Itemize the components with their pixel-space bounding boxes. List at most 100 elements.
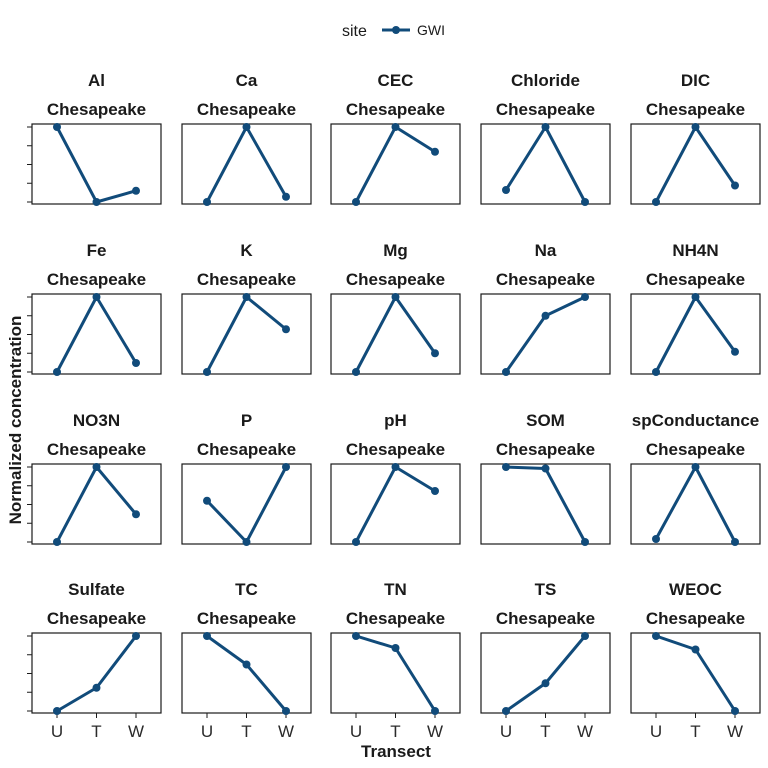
data-point — [731, 707, 739, 715]
x-tick-label: T — [390, 722, 400, 741]
panel-title: Chloride — [511, 71, 580, 90]
data-point — [242, 293, 251, 301]
panel-sulfate: Sulfate Chesapeake U T W — [27, 580, 162, 741]
y-axis-title: Normalized concentration — [6, 316, 25, 525]
panel-al: Al Chesapeake — [27, 71, 162, 206]
x-tick-label: W — [577, 722, 593, 741]
panel-strip-label: Chesapeake — [496, 440, 595, 459]
data-point — [92, 463, 101, 471]
data-point — [691, 463, 700, 471]
panel-title: spConductance — [632, 411, 760, 430]
data-point — [132, 632, 140, 640]
data-point — [652, 632, 660, 640]
panel-chloride: Chloride Chesapeake — [480, 71, 611, 206]
x-tick-label: U — [51, 722, 63, 741]
data-point — [581, 293, 589, 301]
panel-frame — [31, 293, 162, 375]
x-axis-title: Transect — [361, 742, 431, 761]
panel-na: Na Chesapeake — [480, 241, 611, 376]
legend-point-gwi — [392, 26, 400, 34]
data-point — [53, 368, 61, 376]
data-point — [731, 347, 739, 356]
panel-strip-label: Chesapeake — [646, 609, 745, 628]
data-point — [691, 293, 700, 301]
panel-frame — [181, 293, 312, 375]
panel-strip-label: Chesapeake — [496, 609, 595, 628]
data-point — [92, 198, 101, 206]
panel-title: WEOC — [669, 580, 722, 599]
panel-frame — [480, 293, 611, 375]
data-point — [352, 538, 360, 546]
data-point — [502, 707, 510, 715]
legend-label-gwi: GWI — [417, 22, 445, 38]
data-point — [731, 181, 739, 190]
panel-p: P Chesapeake — [181, 411, 312, 546]
data-point — [731, 538, 739, 546]
panel-tn: TN Chesapeake U T W — [330, 580, 461, 741]
legend: site GWI — [342, 22, 445, 40]
data-point — [581, 538, 589, 546]
data-point — [132, 359, 140, 367]
data-point — [431, 147, 439, 156]
data-point — [391, 293, 400, 301]
panel-frame — [630, 123, 761, 205]
panel-k: K Chesapeake — [181, 241, 312, 376]
data-point — [431, 707, 439, 715]
data-point — [581, 632, 589, 640]
panel-ca: Ca Chesapeake — [181, 71, 312, 206]
panel-dic: DIC Chesapeake — [630, 71, 761, 206]
panel-frame — [31, 123, 162, 205]
panel-strip-label: Chesapeake — [646, 100, 745, 119]
data-point — [53, 707, 61, 715]
data-point — [391, 123, 400, 131]
data-point — [132, 186, 140, 195]
panel-title: DIC — [681, 71, 710, 90]
panel-title: Ca — [236, 71, 258, 90]
x-tick-label: W — [128, 722, 144, 741]
data-point — [352, 198, 360, 206]
data-point — [282, 192, 290, 201]
x-tick-label: T — [91, 722, 101, 741]
data-point — [203, 496, 211, 505]
x-tick-label: T — [690, 722, 700, 741]
panel-frame — [480, 463, 611, 545]
data-point — [282, 325, 290, 334]
panel-title: TS — [535, 580, 557, 599]
panel-strip-label: Chesapeake — [47, 100, 146, 119]
panel-title: NO3N — [73, 411, 120, 430]
panel-frame — [181, 463, 312, 545]
panel-strip-label: Chesapeake — [47, 609, 146, 628]
x-tick-label: U — [650, 722, 662, 741]
panel-title: Sulfate — [68, 580, 125, 599]
data-point — [541, 311, 550, 320]
panel-title: TN — [384, 580, 407, 599]
panel-strip-label: Chesapeake — [47, 440, 146, 459]
data-point — [352, 632, 360, 640]
panel-title: Fe — [87, 241, 107, 260]
panel-frame — [630, 632, 761, 714]
panel-strip-label: Chesapeake — [197, 270, 296, 289]
panel-frame — [480, 632, 611, 714]
data-point — [541, 123, 550, 131]
panel-som: SOM Chesapeake — [480, 411, 611, 546]
data-point — [282, 707, 290, 715]
panel-frame — [480, 123, 611, 205]
panel-title: Mg — [383, 241, 408, 260]
panel-frame — [181, 123, 312, 205]
panel-cec: CEC Chesapeake — [330, 71, 461, 206]
data-point — [53, 123, 61, 131]
panel-strip-label: Chesapeake — [646, 270, 745, 289]
data-point — [242, 660, 251, 669]
panel-strip-label: Chesapeake — [197, 100, 296, 119]
legend-title: site — [342, 23, 367, 40]
data-point — [132, 510, 140, 519]
panel-title: Al — [88, 71, 105, 90]
data-point — [203, 632, 211, 640]
panel-title: SOM — [526, 411, 565, 430]
data-point — [541, 464, 550, 473]
panel-frame — [330, 463, 461, 545]
panel-frame — [330, 123, 461, 205]
data-point — [391, 463, 400, 471]
data-point — [92, 293, 101, 301]
